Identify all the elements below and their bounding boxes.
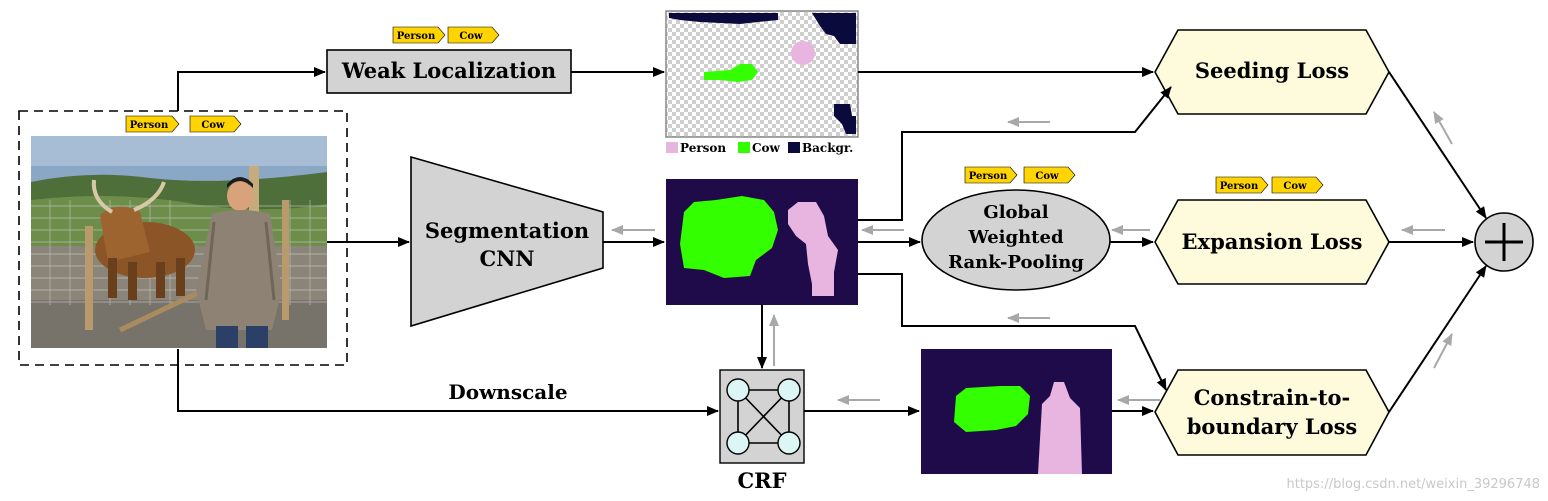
downscale-label: Downscale [448, 380, 567, 404]
pool-label-line3: Rank-Pooling [948, 252, 1084, 273]
legend-person-label: Person [680, 141, 726, 155]
cow-tag-label: Cow [1035, 171, 1059, 182]
seeding-loss-box [1154, 29, 1390, 115]
cow-tag-label: Cow [1283, 181, 1307, 192]
pool-label-line2: Weighted [967, 227, 1063, 248]
watermark-text: https://blog.csdn.net/weixin_39296748 [1286, 477, 1540, 492]
forward-arrows [177, 67, 1487, 416]
seed-legend: Person Cow Backgr. [666, 141, 853, 155]
weak-localization-label: Weak Localization [341, 58, 556, 83]
seed-map [665, 10, 859, 138]
crf-graph-icon [719, 369, 805, 464]
legend-person-swatch [666, 142, 678, 153]
input-dashed-frame [18, 110, 348, 366]
expansion-loss-box [1154, 199, 1390, 285]
constrain-label-line2: boundary Loss [1187, 414, 1358, 439]
segmentation-cnn-label-line1: Segmentation [425, 218, 589, 243]
cow-tag: Cow [1023, 166, 1076, 184]
cow-tag-label: Cow [459, 31, 483, 42]
cow-tag: Cow [189, 115, 242, 133]
expansion-loss-label: Expansion Loss [1182, 229, 1363, 254]
constrain-to-boundary-loss-box [1154, 369, 1390, 456]
person-tag-label: Person [1220, 181, 1259, 192]
gradient-arrows [611, 111, 1453, 405]
cow-tag-label: Cow [201, 120, 225, 131]
legend-background-swatch [788, 142, 800, 153]
pool-label-line1: Global [983, 202, 1048, 223]
legend-background-label: Backgr. [802, 141, 853, 155]
segmentation-cnn-label-line2: CNN [479, 246, 534, 271]
person-tag-label: Person [130, 120, 169, 131]
person-tag: Person [964, 166, 1018, 184]
person-tag-label: Person [397, 31, 436, 42]
segmentation-cnn-box [410, 155, 604, 328]
crf-output-map [921, 349, 1112, 474]
weak-localization-box [326, 49, 572, 94]
plus-icon [1474, 212, 1534, 272]
cow-tag: Cow [1271, 176, 1324, 194]
person-tag: Person [125, 115, 180, 133]
constrain-label-line1: Constrain-to- [1194, 385, 1351, 410]
seeding-loss-label: Seeding Loss [1195, 58, 1349, 83]
legend-cow-label: Cow [752, 141, 781, 155]
person-tag-label: Person [969, 171, 1008, 182]
photo-cow-person [31, 136, 327, 348]
crf-label: CRF [737, 468, 786, 493]
person-tag: Person [1215, 176, 1269, 194]
global-weighted-rank-pooling [921, 189, 1111, 291]
person-tag: Person [392, 26, 446, 44]
cow-tag: Cow [447, 26, 500, 44]
legend-cow-swatch [738, 142, 750, 153]
segmentation-output-map [666, 179, 858, 305]
